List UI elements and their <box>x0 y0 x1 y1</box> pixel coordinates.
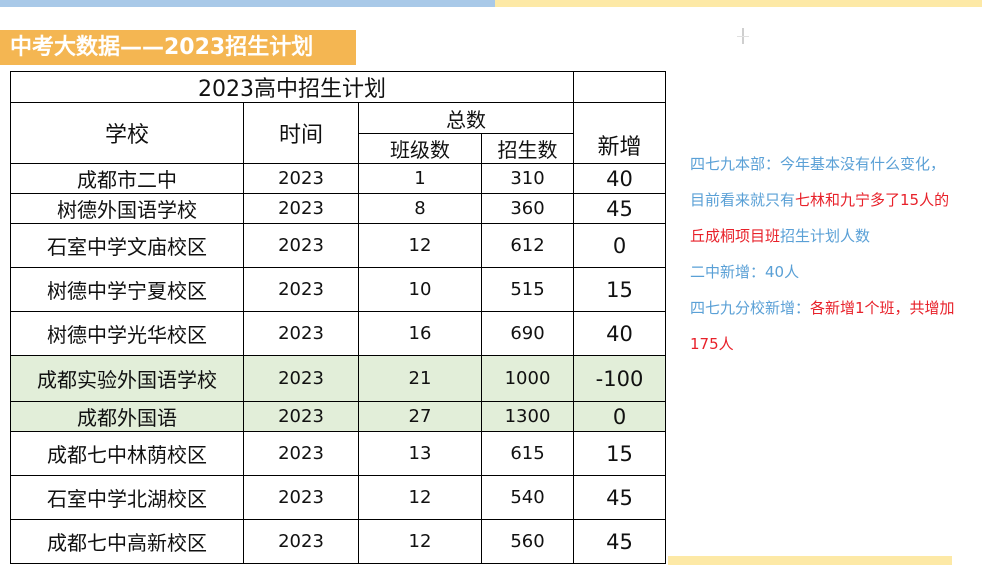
enrollment-table: 2023高中招生计划 学校 时间 总数 班级数 招生数 新增 成都市二中 202… <box>10 71 666 564</box>
table-cell-classes: 12 <box>358 519 482 564</box>
table-cell-new: 40 <box>573 163 666 194</box>
table-cell-enrollment: 1000 <box>481 355 574 402</box>
table-cell-classes: 1 <box>358 163 482 194</box>
table-cell-year: 2023 <box>243 431 359 476</box>
table-cell-enrollment: 612 <box>481 223 574 268</box>
table-cell-enrollment: 540 <box>481 475 574 520</box>
header-school: 学校 <box>10 102 244 164</box>
table-cell-enrollment: 615 <box>481 431 574 476</box>
table-cell-year: 2023 <box>243 223 359 268</box>
header-new: 新增 <box>573 102 666 164</box>
table-cell-classes: 12 <box>358 475 482 520</box>
note-highlight: 各新增1个班，共增加175人 <box>690 299 955 353</box>
table-cell-new: 45 <box>573 519 666 564</box>
table-title: 2023高中招生计划 <box>10 71 574 103</box>
table-cell-new: 0 <box>573 223 666 268</box>
table-cell-new: 45 <box>573 475 666 520</box>
table-cell-enrollment: 690 <box>481 311 574 356</box>
header-new-label: 新增 <box>597 135 642 160</box>
table-cell-classes: 27 <box>358 401 482 432</box>
note-paragraph-1: 四七九本部：今年基本没有什么变化，目前看来就只有七林和九宁多了15人的丘成桐项目… <box>690 146 956 254</box>
table-cell-school: 石室中学北湖校区 <box>10 475 244 520</box>
table-cell-school: 成都实验外国语学校 <box>10 355 244 402</box>
table-cell-year: 2023 <box>243 355 359 402</box>
table-cell-new: 15 <box>573 267 666 312</box>
top-accent-bar-yellow <box>495 0 982 7</box>
table-cell-classes: 10 <box>358 267 482 312</box>
top-accent-bar-blue <box>0 0 495 7</box>
table-cell-school: 树德外国语学校 <box>10 193 244 224</box>
header-time: 时间 <box>243 102 359 164</box>
table-title-blank <box>573 71 666 103</box>
table-cell-classes: 16 <box>358 311 482 356</box>
table-cell-school: 树德中学光华校区 <box>10 311 244 356</box>
table-cell-classes: 21 <box>358 355 482 402</box>
table-cell-classes: 13 <box>358 431 482 476</box>
table-cell-enrollment: 360 <box>481 193 574 224</box>
note-paragraph-3: 四七九分校新增：各新增1个班，共增加175人 <box>690 290 956 362</box>
table-cell-new: 15 <box>573 431 666 476</box>
header-enrollment: 招生数 <box>481 133 574 164</box>
table-cell-year: 2023 <box>243 311 359 356</box>
table-cell-enrollment: 515 <box>481 267 574 312</box>
table-cell-school: 树德中学宁夏校区 <box>10 267 244 312</box>
table-cell-school: 成都市二中 <box>10 163 244 194</box>
table-cell-year: 2023 <box>243 401 359 432</box>
note-text: 四七九分校新增： <box>690 299 811 317</box>
table-cell-year: 2023 <box>243 475 359 520</box>
table-cell-new: -100 <box>573 355 666 402</box>
table-cell-year: 2023 <box>243 163 359 194</box>
page-title-banner: 中考大数据——2023招生计划 <box>0 30 356 65</box>
note-text: 招生计划人数 <box>780 227 871 245</box>
table-cell-enrollment: 310 <box>481 163 574 194</box>
table-cell-new: 45 <box>573 193 666 224</box>
table-cell-school: 成都外国语 <box>10 401 244 432</box>
table-cell-school: 石室中学文庙校区 <box>10 223 244 268</box>
analysis-notes: 四七九本部：今年基本没有什么变化，目前看来就只有七林和九宁多了15人的丘成桐项目… <box>690 146 956 362</box>
table-cell-classes: 12 <box>358 223 482 268</box>
note-text: 四七九本部：今年基本没有什么变化，目前看来就只有 <box>690 155 946 209</box>
table-cell-new: 40 <box>573 311 666 356</box>
table-cell-year: 2023 <box>243 267 359 312</box>
table-cell-year: 2023 <box>243 193 359 224</box>
note-paragraph-2: 二中新增：40人 <box>690 263 800 281</box>
note-highlight: 七林和九宁多了15人的丘成桐项目班 <box>690 191 950 245</box>
table-cell-school: 成都七中高新校区 <box>10 519 244 564</box>
table-cell-new: 0 <box>573 401 666 432</box>
table-cell-enrollment: 560 <box>481 519 574 564</box>
cursor-mark-h <box>737 36 749 37</box>
table-cell-year: 2023 <box>243 519 359 564</box>
bottom-accent-bar-yellow <box>668 556 952 565</box>
header-total: 总数 <box>358 102 574 134</box>
header-classes: 班级数 <box>358 133 482 164</box>
table-cell-school: 成都七中林荫校区 <box>10 431 244 476</box>
table-cell-enrollment: 1300 <box>481 401 574 432</box>
table-cell-classes: 8 <box>358 193 482 224</box>
